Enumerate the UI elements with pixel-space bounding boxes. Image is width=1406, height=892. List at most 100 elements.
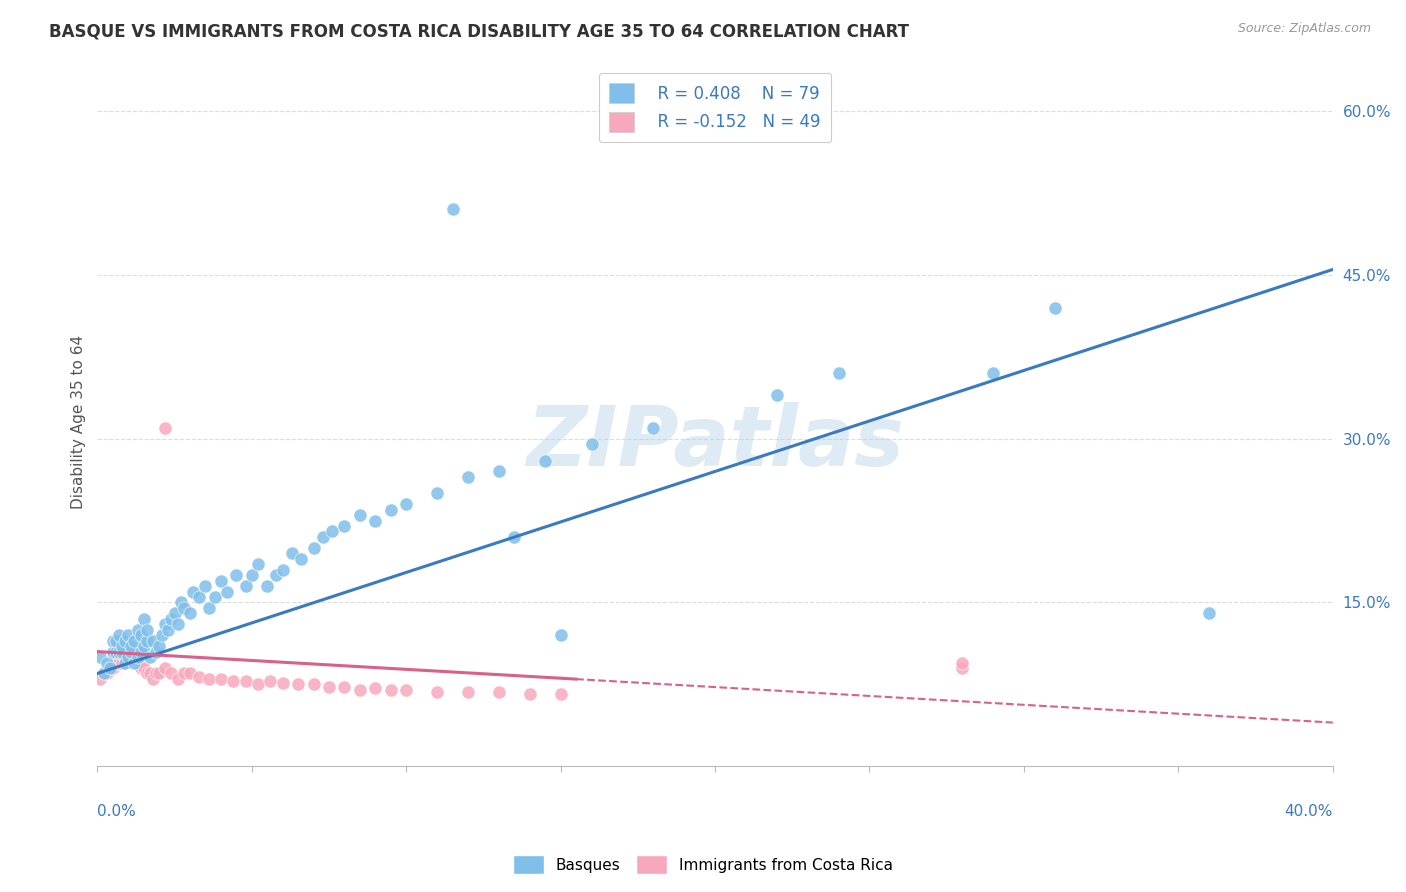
Point — [364, 514, 387, 528]
Point — [114, 650, 136, 665]
Point — [101, 661, 124, 675]
Point — [150, 628, 173, 642]
Text: Source: ZipAtlas.com: Source: ZipAtlas.com — [1237, 22, 1371, 36]
Point — [259, 674, 281, 689]
Point — [225, 568, 247, 582]
Point — [157, 623, 180, 637]
Point — [188, 670, 211, 684]
Point — [129, 644, 152, 658]
Point — [312, 530, 335, 544]
Point — [197, 601, 219, 615]
Point — [145, 666, 167, 681]
Legend: Basques, Immigrants from Costa Rica: Basques, Immigrants from Costa Rica — [508, 849, 898, 880]
Point — [139, 666, 162, 681]
Point — [349, 508, 371, 522]
Point — [290, 551, 312, 566]
Text: 40.0%: 40.0% — [1285, 804, 1333, 819]
Point — [145, 644, 167, 658]
Point — [235, 674, 257, 689]
Point — [179, 607, 201, 621]
Point — [204, 590, 226, 604]
Point — [271, 676, 294, 690]
Point — [321, 524, 343, 539]
Point — [1043, 301, 1066, 315]
Point — [127, 650, 149, 665]
Point — [256, 579, 278, 593]
Point — [114, 656, 136, 670]
Point — [89, 672, 111, 686]
Point — [380, 682, 402, 697]
Point — [111, 644, 134, 658]
Point — [426, 685, 449, 699]
Point — [117, 650, 139, 665]
Point — [194, 579, 217, 593]
Point — [155, 617, 177, 632]
Point — [240, 568, 263, 582]
Point — [166, 617, 188, 632]
Point — [217, 584, 239, 599]
Point — [114, 633, 136, 648]
Point — [132, 639, 155, 653]
Text: ZIPatlas: ZIPatlas — [526, 402, 904, 483]
Point — [108, 628, 131, 642]
Point — [302, 677, 325, 691]
Point — [364, 681, 387, 695]
Point — [581, 437, 603, 451]
Point — [129, 661, 152, 675]
Point — [132, 661, 155, 675]
Point — [281, 546, 304, 560]
Text: 0.0%: 0.0% — [97, 804, 136, 819]
Point — [101, 633, 124, 648]
Point — [643, 421, 665, 435]
Point — [766, 388, 789, 402]
Point — [124, 633, 146, 648]
Point — [163, 607, 186, 621]
Point — [222, 674, 245, 689]
Point — [148, 666, 170, 681]
Point — [457, 685, 479, 699]
Point — [96, 666, 118, 681]
Point — [89, 650, 111, 665]
Point — [127, 623, 149, 637]
Point — [127, 656, 149, 670]
Point — [950, 656, 973, 670]
Point — [246, 558, 269, 572]
Point — [155, 421, 177, 435]
Point — [395, 497, 418, 511]
Point — [108, 656, 131, 670]
Point — [266, 568, 288, 582]
Point — [173, 601, 195, 615]
Point — [519, 687, 541, 701]
Point — [124, 650, 146, 665]
Point — [120, 644, 142, 658]
Point — [111, 639, 134, 653]
Point — [148, 639, 170, 653]
Point — [160, 666, 183, 681]
Point — [135, 623, 157, 637]
Point — [120, 639, 142, 653]
Point — [160, 612, 183, 626]
Point — [457, 470, 479, 484]
Point — [550, 687, 572, 701]
Point — [488, 685, 510, 699]
Point — [96, 656, 118, 670]
Point — [124, 656, 146, 670]
Point — [139, 650, 162, 665]
Point — [318, 680, 340, 694]
Point — [170, 595, 193, 609]
Point — [426, 486, 449, 500]
Point — [188, 590, 211, 604]
Point — [104, 644, 127, 658]
Point — [135, 633, 157, 648]
Point — [1198, 607, 1220, 621]
Point — [488, 465, 510, 479]
Point — [287, 677, 309, 691]
Point — [534, 453, 557, 467]
Point — [380, 502, 402, 516]
Point — [155, 661, 177, 675]
Point — [93, 666, 115, 681]
Point — [349, 682, 371, 697]
Point — [302, 541, 325, 555]
Point — [246, 677, 269, 691]
Point — [98, 661, 121, 675]
